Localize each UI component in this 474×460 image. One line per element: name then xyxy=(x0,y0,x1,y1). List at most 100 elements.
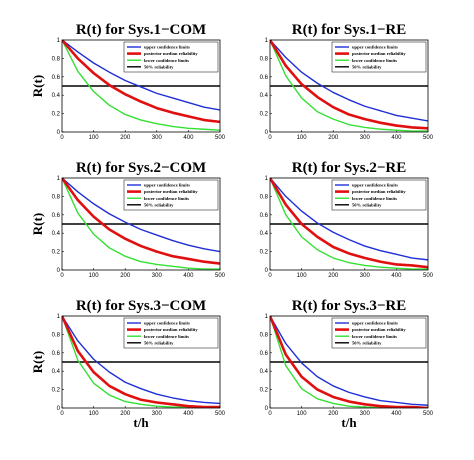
legend-entry: 50% reliability xyxy=(352,64,382,69)
x-tick-label: 200 xyxy=(328,135,339,141)
y-tick-label: 0.6 xyxy=(52,213,61,219)
subplot-6: R(t) for Sys.3−RE t/h 0 100 200 300 400 500 0 0.2… xyxy=(260,298,434,430)
subplot-title: R(t) for Sys.1−RE xyxy=(292,22,407,38)
x-tick-label: 0 xyxy=(60,135,64,141)
x-tick-label: 500 xyxy=(423,273,434,279)
x-tick-label: 400 xyxy=(183,411,194,417)
y-tick-label: 0.8 xyxy=(52,194,61,200)
y-tick-label: 0 xyxy=(57,406,61,412)
x-tick-label: 100 xyxy=(297,411,308,417)
x-tick-label: 200 xyxy=(120,411,131,417)
subplot-title: R(t) for Sys.2−COM xyxy=(76,160,206,176)
x-tick-label: 500 xyxy=(215,411,226,417)
series-line-0 xyxy=(270,316,428,406)
x-tick-label: 300 xyxy=(360,411,371,417)
y-tick-label: 0 xyxy=(265,130,269,136)
x-tick-label: 300 xyxy=(152,411,163,417)
y-tick-label: 0.8 xyxy=(260,194,269,200)
y-tick-label: 0 xyxy=(265,406,269,412)
subplot-4: R(t) for Sys.2−RE 0 100 200 300 400 500 0 0.2 0.4… xyxy=(260,160,434,279)
x-tick-label: 500 xyxy=(215,135,226,141)
series-line-1 xyxy=(62,40,220,124)
series-line-1 xyxy=(270,178,428,269)
y-axis-label: R(t) xyxy=(30,75,45,97)
x-tick-label: 0 xyxy=(268,273,272,279)
x-tick-label: 400 xyxy=(391,411,402,417)
x-tick-label: 400 xyxy=(183,135,194,141)
subplot-1: R(t) for Sys.1−COM R(t) 0 100 200 300 400 500 0 0… xyxy=(30,22,226,141)
y-tick-label: 0 xyxy=(265,268,269,274)
legend-entry: 50% reliability xyxy=(144,340,174,345)
subplot-5: R(t) for Sys.3−COM R(t) t/h 0 100 200 300 400 50… xyxy=(30,298,226,430)
y-tick-label: 0.2 xyxy=(260,112,269,118)
y-tick-label: 1 xyxy=(265,314,269,320)
y-tick-label: 1 xyxy=(265,176,269,182)
y-tick-label: 0.8 xyxy=(52,56,61,62)
y-axis-label: R(t) xyxy=(30,213,45,235)
axes-frame xyxy=(61,315,221,409)
series-line-0 xyxy=(62,40,220,111)
y-tick-label: 0.6 xyxy=(260,213,269,219)
legend-entry: upper confidence limits xyxy=(352,45,398,50)
legend-entry: lower confidence limits xyxy=(352,196,397,201)
x-tick-label: 500 xyxy=(423,411,434,417)
y-tick-label: 0.4 xyxy=(52,231,61,237)
y-axis-label: R(t) xyxy=(30,351,45,373)
y-tick-label: 0.2 xyxy=(52,112,61,118)
x-tick-label: 500 xyxy=(215,273,226,279)
y-tick-label: 0.2 xyxy=(52,388,61,394)
y-tick-label: 0 xyxy=(57,130,61,136)
y-tick-label: 0.4 xyxy=(52,369,61,375)
legend-entry: upper confidence limits xyxy=(144,321,190,326)
x-tick-label: 300 xyxy=(152,273,163,279)
subplot-title: R(t) for Sys.3−COM xyxy=(76,298,206,314)
series-line-0 xyxy=(62,316,220,405)
legend-entry: posterior median reliability xyxy=(144,51,198,56)
series-line-0 xyxy=(270,40,428,122)
series-line-2 xyxy=(270,316,428,408)
y-tick-label: 0.4 xyxy=(52,93,61,99)
series-line-2 xyxy=(62,178,220,270)
legend-entry: posterior median reliability xyxy=(352,51,406,56)
legend-entry: 50% reliability xyxy=(352,202,382,207)
x-tick-label: 100 xyxy=(89,273,100,279)
subplot-title: R(t) for Sys.2−RE xyxy=(292,160,407,176)
legend-entry: lower confidence limits xyxy=(352,58,397,63)
x-tick-label: 400 xyxy=(391,273,402,279)
x-tick-label: 100 xyxy=(297,135,308,141)
x-axis-label: t/h xyxy=(341,415,357,430)
legend-entry: posterior median reliability xyxy=(352,327,406,332)
series-line-0 xyxy=(270,178,428,261)
subplot-3: R(t) for Sys.2−COM R(t) 0 100 200 300 400 500 0 0… xyxy=(30,160,226,279)
series-line-0 xyxy=(62,178,220,253)
series-line-1 xyxy=(62,178,220,265)
axes-frame xyxy=(61,177,221,271)
y-tick-label: 0.2 xyxy=(52,250,61,256)
x-tick-label: 200 xyxy=(328,273,339,279)
y-tick-label: 1 xyxy=(57,38,61,44)
y-tick-label: 0.8 xyxy=(52,332,61,338)
legend-entry: posterior median reliability xyxy=(352,189,406,194)
y-tick-label: 0.6 xyxy=(52,351,61,357)
legend-entry: 50% reliability xyxy=(144,202,174,207)
series-line-2 xyxy=(62,40,220,131)
x-tick-label: 100 xyxy=(89,411,100,417)
legend-entry: posterior median reliability xyxy=(144,327,198,332)
x-tick-label: 300 xyxy=(360,273,371,279)
x-tick-label: 200 xyxy=(120,273,131,279)
legend-entry: upper confidence limits xyxy=(352,321,398,326)
subplot-title: R(t) for Sys.3−RE xyxy=(292,298,407,314)
x-tick-label: 400 xyxy=(183,273,194,279)
x-tick-label: 200 xyxy=(328,411,339,417)
x-tick-label: 300 xyxy=(360,135,371,141)
x-tick-label: 0 xyxy=(60,411,64,417)
x-axis-label: t/h xyxy=(133,415,149,430)
y-tick-label: 0 xyxy=(57,268,61,274)
y-tick-label: 0.2 xyxy=(260,388,269,394)
legend-entry: upper confidence limits xyxy=(144,183,190,188)
axes-frame xyxy=(269,177,429,271)
